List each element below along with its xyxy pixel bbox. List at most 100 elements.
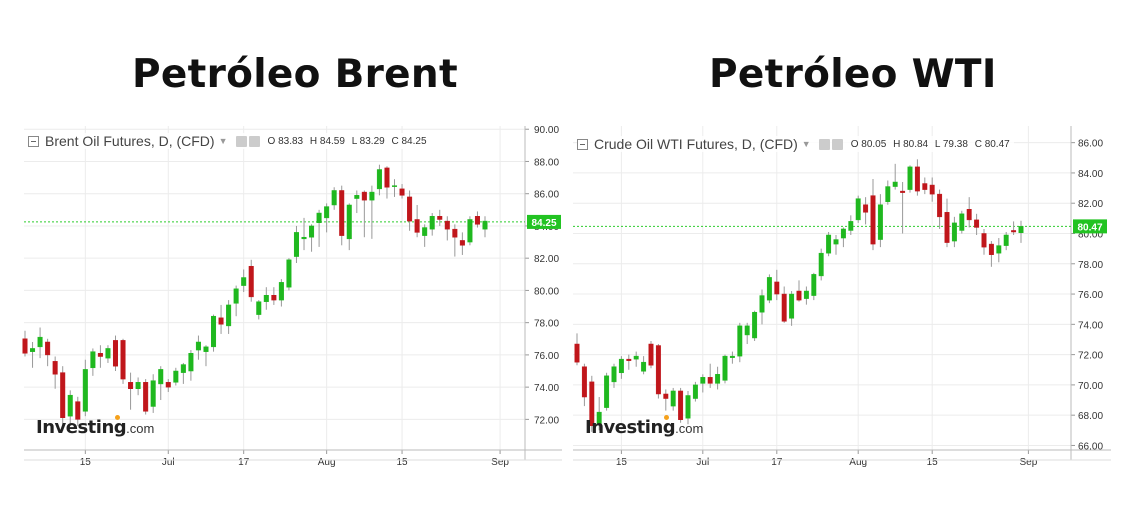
candle-body[interactable] [715, 374, 721, 384]
candle-body[interactable] [611, 366, 617, 383]
collapse-icon[interactable] [28, 135, 39, 147]
close-icon[interactable] [831, 138, 843, 150]
candle-body[interactable] [324, 206, 330, 219]
candle-body[interactable] [293, 232, 299, 257]
candle-body[interactable] [165, 382, 171, 388]
candle-body[interactable] [67, 394, 73, 417]
candle-body[interactable] [907, 166, 913, 190]
candle-body[interactable] [996, 245, 1002, 254]
candle-body[interactable] [459, 240, 465, 246]
candle-body[interactable] [452, 228, 458, 238]
candle-body[interactable] [618, 358, 624, 374]
candle-body[interactable] [722, 355, 728, 381]
candle-body[interactable] [1003, 234, 1009, 246]
candle-body[interactable] [263, 295, 269, 302]
candle-body[interactable] [188, 353, 194, 372]
candle-body[interactable] [429, 216, 435, 230]
candle-body[interactable] [863, 204, 869, 213]
wti-chart-panel[interactable]: 66.00 68.00 70.00 72.00 74.00 76.00 78.00 80.00… [571, 126, 1111, 468]
brent-chart-panel[interactable]: 72.0074.0076.0078.0080.0082.0084.0086.00… [22, 126, 562, 468]
candle-body[interactable] [444, 220, 450, 230]
candle-body[interactable] [922, 183, 928, 190]
close-icon[interactable] [248, 135, 260, 147]
candle-body[interactable] [180, 364, 186, 373]
candle-body[interactable] [211, 315, 217, 348]
candle-body[interactable] [707, 377, 713, 384]
chevron-down-icon[interactable]: ▼ [801, 139, 811, 149]
candle-body[interactable] [218, 317, 224, 325]
candle-body[interactable] [729, 355, 735, 358]
candle-body[interactable] [848, 221, 854, 231]
candle-body[interactable] [877, 204, 883, 240]
candle-body[interactable] [316, 212, 322, 223]
candle-body[interactable] [663, 393, 669, 399]
candle-body[interactable] [22, 338, 28, 354]
candle-body[interactable] [346, 204, 352, 240]
candle-body[interactable] [700, 377, 706, 384]
candle-body[interactable] [914, 166, 920, 192]
candle-body[interactable] [892, 181, 898, 187]
candle-body[interactable] [301, 236, 307, 240]
candle-body[interactable] [309, 225, 315, 238]
candle-body[interactable] [803, 290, 809, 299]
candle-body[interactable] [981, 233, 987, 248]
candle-body[interactable] [361, 191, 367, 201]
candle-body[interactable] [685, 395, 691, 419]
candle-body[interactable] [959, 213, 965, 231]
candle-body[interactable] [474, 216, 480, 225]
candle-body[interactable] [692, 384, 698, 399]
candle-body[interactable] [833, 239, 839, 245]
candle-body[interactable] [789, 293, 795, 319]
candle-body[interactable] [437, 216, 443, 220]
candle-body[interactable] [233, 288, 239, 304]
candle-body[interactable] [811, 274, 817, 296]
candle-body[interactable] [195, 341, 201, 351]
candle-body[interactable] [203, 346, 209, 352]
brent-candlestick-chart[interactable]: 72.0074.0076.0078.0080.0082.0084.0086.00… [22, 126, 562, 468]
candle-body[interactable] [339, 190, 345, 236]
candle-body[interactable] [278, 282, 284, 301]
candle-body[interactable] [30, 348, 36, 352]
candle-body[interactable] [966, 209, 972, 221]
candle-body[interactable] [974, 219, 980, 228]
candle-body[interactable] [1018, 226, 1024, 233]
candle-body[interactable] [944, 212, 950, 243]
candle-body[interactable] [173, 370, 179, 383]
candle-body[interactable] [105, 348, 111, 359]
candle-body[interactable] [937, 193, 943, 218]
candle-body[interactable] [574, 343, 580, 363]
candle-body[interactable] [82, 369, 88, 412]
candle-body[interactable] [670, 390, 676, 407]
candle-body[interactable] [354, 195, 360, 199]
candle-body[interactable] [951, 222, 957, 242]
candle-body[interactable] [596, 411, 602, 425]
candle-body[interactable] [143, 382, 149, 412]
candle-body[interactable] [128, 382, 134, 389]
candle-body[interactable] [241, 277, 247, 286]
instrument-title[interactable]: Brent Oil Futures, D, (CFD) [45, 133, 215, 149]
candle-body[interactable] [781, 293, 787, 322]
candle-body[interactable] [331, 190, 337, 206]
candle-body[interactable] [633, 355, 639, 360]
candle-body[interactable] [248, 265, 254, 298]
candle-body[interactable] [391, 185, 398, 187]
candle-body[interactable] [604, 375, 610, 408]
candle-body[interactable] [482, 220, 488, 230]
settings-icon[interactable] [235, 135, 247, 147]
candle-body[interactable] [90, 351, 96, 369]
candle-body[interactable] [737, 325, 743, 357]
candle-body[interactable] [885, 186, 891, 202]
candle-body[interactable] [988, 243, 994, 255]
collapse-icon[interactable] [577, 138, 588, 150]
candle-body[interactable] [45, 341, 51, 356]
candle-body[interactable] [766, 277, 772, 301]
candle-body[interactable] [855, 198, 861, 221]
candle-body[interactable] [774, 281, 780, 295]
candle-body[interactable] [796, 290, 802, 301]
candle-body[interactable] [135, 382, 141, 389]
candle-body[interactable] [120, 340, 126, 380]
candle-body[interactable] [256, 301, 262, 315]
candle-body[interactable] [150, 380, 156, 407]
candle-body[interactable] [407, 196, 413, 222]
candle-body[interactable] [75, 401, 81, 420]
